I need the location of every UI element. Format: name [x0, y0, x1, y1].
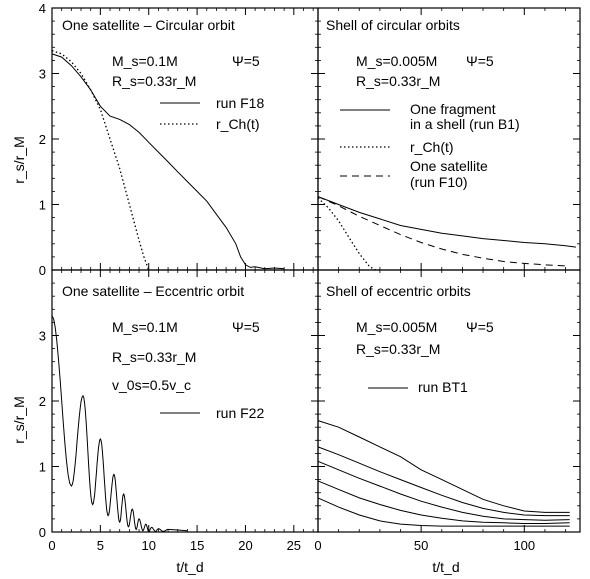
panel4-psi: Ψ=5: [466, 319, 494, 335]
panel2-series-1: [317, 196, 576, 248]
panel1-ms: M_s=0.1M: [112, 53, 178, 69]
panel4-series-4: [317, 480, 570, 524]
panel1-psi: Ψ=5: [232, 53, 260, 69]
panel4-ms: M_s=0.005M: [356, 319, 437, 335]
panel3-xtick-label: 10: [141, 538, 155, 553]
panel1-ytick-label: 0: [39, 263, 46, 278]
panel3-legend-0: run F22: [216, 405, 264, 421]
panel3-ytick-label: 0: [39, 525, 46, 540]
panel1-legend-0: run F18: [216, 95, 264, 111]
panel1-rs: R_s=0.33r_M: [112, 73, 196, 89]
panel1-ytick-label: 1: [39, 198, 46, 213]
panel3-xtick-label: 15: [190, 538, 204, 553]
panel2-psi: Ψ=5: [466, 53, 494, 69]
panel2-ms: M_s=0.005M: [356, 53, 437, 69]
panel1-ytick-label: 4: [39, 1, 46, 16]
panel3-frame: [51, 269, 319, 533]
panel3-rs: R_s=0.33r_M: [112, 349, 196, 365]
panel1-ytick-label: 3: [39, 67, 46, 82]
panel3-psi: Ψ=5: [232, 319, 260, 335]
panel4-title: Shell of eccentric orbits: [326, 283, 471, 299]
panel4-xtick-label: 50: [414, 538, 428, 553]
panel2-series-3: [317, 196, 570, 267]
panel4-series-2: [317, 446, 570, 517]
panel3-ytick-label: 3: [39, 329, 46, 344]
panel3-title: One satellite – Eccentric orbit: [62, 283, 244, 299]
panel1-ylabel: r_s/r_M: [11, 136, 27, 183]
panel4-frame: [317, 269, 581, 533]
panel4-xlabel: t/t_d: [432, 559, 459, 575]
panel4-series-3: [317, 460, 570, 521]
panel2-legend-3: One satellite: [410, 158, 488, 174]
panel1-legend-1: r_Ch(t): [216, 116, 260, 132]
panel1-title: One satellite – Circular orbit: [62, 17, 235, 33]
panel4-series-1: [317, 420, 570, 513]
panel3-ytick-label: 2: [39, 394, 46, 409]
panel4-series-5: [317, 497, 570, 527]
panel4-xtick-label: 0: [314, 538, 321, 553]
panel3-ms: M_s=0.1M: [112, 319, 178, 335]
panel3-ylabel: r_s/r_M: [11, 396, 27, 443]
panel4-rs: R_s=0.33r_M: [356, 341, 440, 357]
panel2-title: Shell of circular orbits: [326, 17, 460, 33]
panel1-series-2: [51, 49, 150, 271]
panel3-xlabel: t/t_d: [176, 559, 203, 575]
panel3-xtick-label: 20: [238, 538, 252, 553]
panel3-xtick-label: 5: [97, 538, 104, 553]
panel2-legend-1: in a shell (run B1): [410, 116, 520, 132]
panel1-ytick-label: 2: [39, 132, 46, 147]
panel1-series-1: [51, 53, 285, 270]
panel3-ytick-label: 1: [39, 460, 46, 475]
panel3-xtick-label: 25: [287, 538, 301, 553]
panel3-v0: v_0s=0.5v_c: [112, 377, 191, 393]
panel4-xtick-label: 100: [513, 538, 535, 553]
panel3-xtick-label: 0: [48, 538, 55, 553]
panel2-legend-4: (run F10): [410, 174, 468, 190]
panel2-rs: R_s=0.33r_M: [356, 73, 440, 89]
panel2-legend-2: r_Ch(t): [410, 139, 454, 155]
panel2-series-2: [317, 197, 377, 271]
panel2-legend-0: One fragment: [410, 101, 496, 117]
panel1-frame: [51, 7, 319, 271]
panel3-series-1: [51, 315, 188, 532]
panel4-legend-0: run BT1: [418, 379, 468, 395]
